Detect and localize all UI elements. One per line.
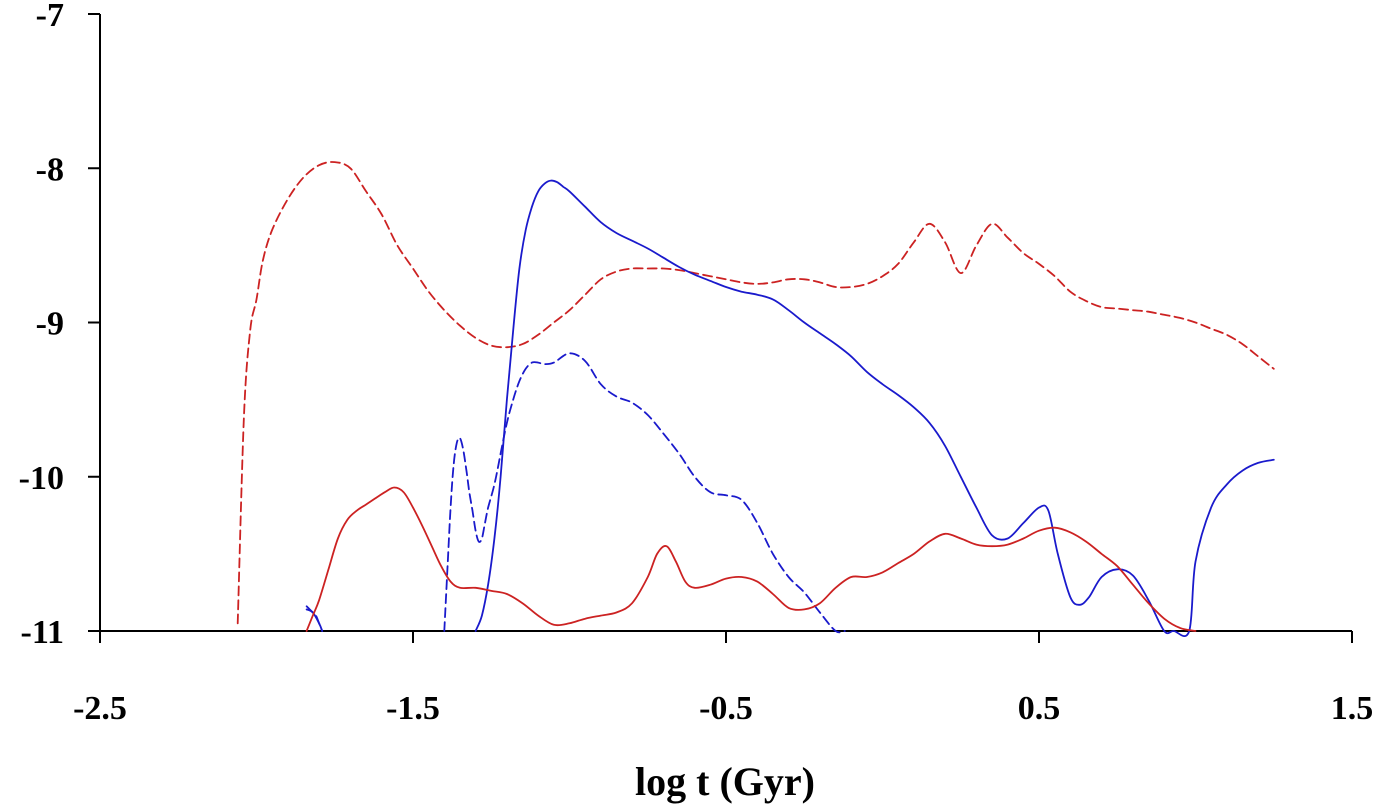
series-line-blue-solid [474, 179, 1275, 637]
axes: -7 -8 -9 -10 -11 -2.5 -1.5 -0.5 0.5 1.5 [19, 0, 1374, 727]
series-line-blue-dashed [443, 352, 846, 634]
series-line-red-solid [305, 486, 1197, 632]
x-axis-title: log t (Gyr) [635, 759, 815, 804]
x-tick-label: 0.5 [1018, 690, 1061, 727]
series-group [236, 161, 1275, 637]
x-tick-label: -1.5 [386, 690, 440, 727]
series-red-dashed [236, 161, 1275, 625]
series-blue-dashed [305, 352, 846, 634]
x-axis-ticks: -2.5 -1.5 -0.5 0.5 1.5 [73, 631, 1373, 727]
x-tick-label: 1.5 [1331, 690, 1374, 727]
series-red-solid [305, 486, 1197, 632]
y-tick-label: -11 [21, 614, 64, 651]
series-line-red-dashed [236, 161, 1275, 625]
y-axis-ticks: -7 -8 -9 -10 -11 [19, 0, 100, 651]
y-tick-label: -8 [36, 151, 64, 188]
series-blue-solid [305, 179, 1275, 637]
x-tick-label: -2.5 [73, 690, 127, 727]
y-tick-label: -10 [19, 460, 64, 497]
series-line-blue-dashed [305, 605, 324, 632]
y-tick-label: -9 [36, 306, 64, 343]
x-tick-label: -0.5 [699, 690, 753, 727]
y-tick-label: -7 [36, 0, 64, 34]
